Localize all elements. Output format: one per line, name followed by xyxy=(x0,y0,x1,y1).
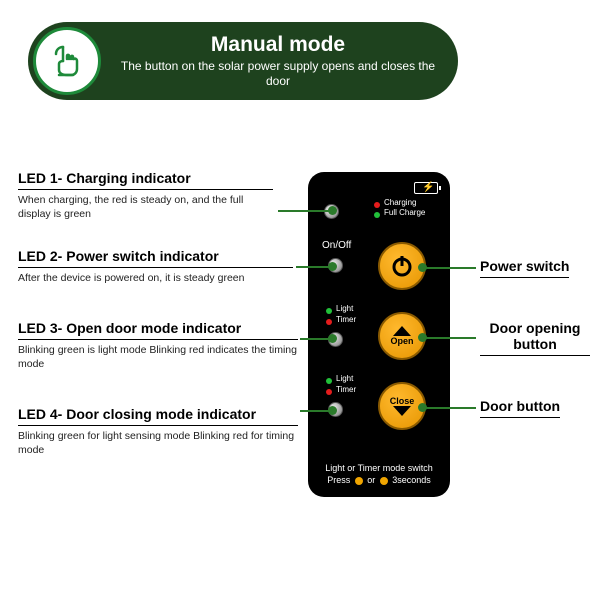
label-door-close-title: Door button xyxy=(480,398,560,418)
line-open xyxy=(424,337,476,339)
dot-led1 xyxy=(328,206,337,215)
line-led4 xyxy=(300,410,330,412)
dot-led4 xyxy=(328,406,337,415)
footer-press: Press xyxy=(327,475,353,485)
footer-3s: 3seconds xyxy=(390,475,431,485)
dot-close xyxy=(418,403,427,412)
label-led4-desc: Blinking green for light sensing mode Bl… xyxy=(18,430,298,457)
close-text: Close xyxy=(390,396,415,406)
label-led2: LED 2- Power switch indicator After the … xyxy=(18,248,293,286)
hand-icon-circle xyxy=(33,27,101,95)
footer-or: or xyxy=(365,475,378,485)
fullcharge-label: Full Charge xyxy=(384,208,425,217)
line-led1 xyxy=(278,210,330,212)
tiny-dot-1 xyxy=(355,477,363,485)
label-door-open-title: Door opening button xyxy=(480,320,590,356)
label-led1-desc: When charging, the red is steady on, and… xyxy=(18,194,273,221)
label-led3-desc: Blinking green is light mode Blinking re… xyxy=(18,344,298,371)
tiny-dot-2 xyxy=(380,477,388,485)
line-led3 xyxy=(300,338,330,340)
label-led2-title: LED 2- Power switch indicator xyxy=(18,248,293,268)
header-banner: Manual mode The button on the solar powe… xyxy=(28,22,458,100)
battery-icon: ⚡ xyxy=(414,182,438,194)
close-timer-label: Timer xyxy=(336,385,356,394)
charging-label: Charging xyxy=(384,198,416,207)
label-led4-title: LED 4- Door closing mode indicator xyxy=(18,406,298,426)
open-timer-label: Timer xyxy=(336,315,356,324)
close-timer-dot xyxy=(326,389,332,395)
label-led3: LED 3- Open door mode indicator Blinking… xyxy=(18,320,298,371)
dot-led2 xyxy=(328,262,337,271)
open-text: Open xyxy=(390,336,413,346)
onoff-label: On/Off xyxy=(322,240,351,251)
header-title: Manual mode xyxy=(118,33,438,57)
header-subtitle: The button on the solar power supply ope… xyxy=(118,59,438,89)
label-door-open: Door opening button xyxy=(480,320,590,356)
label-led1: LED 1- Charging indicator When charging,… xyxy=(18,170,273,221)
close-light-label: Light xyxy=(336,374,353,383)
footer-line1: Light or Timer mode switch xyxy=(325,463,433,473)
label-power-switch: Power switch xyxy=(480,258,569,278)
line-led2 xyxy=(296,266,330,268)
dot-led3 xyxy=(328,334,337,343)
power-icon xyxy=(389,253,415,279)
arrow-up-icon xyxy=(393,326,411,336)
close-light-dot xyxy=(326,378,332,384)
label-led4: LED 4- Door closing mode indicator Blink… xyxy=(18,406,298,457)
hand-icon xyxy=(45,39,89,83)
label-led1-title: LED 1- Charging indicator xyxy=(18,170,273,190)
line-close xyxy=(424,407,476,409)
label-door-close: Door button xyxy=(480,398,560,418)
label-power-switch-title: Power switch xyxy=(480,258,569,278)
open-timer-dot xyxy=(326,319,332,325)
open-light-dot xyxy=(326,308,332,314)
dot-open xyxy=(418,333,427,342)
arrow-down-icon xyxy=(393,406,411,416)
charging-dot xyxy=(374,202,380,208)
open-light-label: Light xyxy=(336,304,353,313)
fullcharge-dot xyxy=(374,212,380,218)
line-power xyxy=(424,267,476,269)
dot-power xyxy=(418,263,427,272)
label-led2-desc: After the device is powered on, it is st… xyxy=(18,272,293,286)
device-footer: Light or Timer mode switch Press or 3sec… xyxy=(308,462,450,487)
label-led3-title: LED 3- Open door mode indicator xyxy=(18,320,298,340)
